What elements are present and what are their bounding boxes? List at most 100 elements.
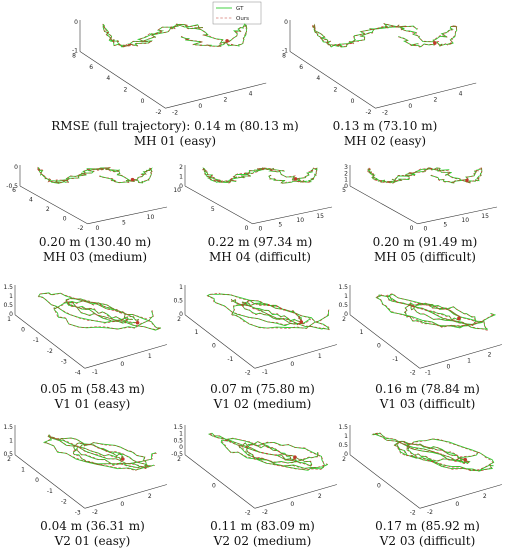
y-tick-label: -1: [47, 488, 53, 495]
panel-caption-metric: 0.22 m (97.34 m): [208, 235, 313, 249]
x-axis: [375, 82, 477, 109]
y-tick-label: 0: [63, 215, 67, 222]
x-tick-label: 0: [198, 103, 202, 110]
y-tick-label: 5: [211, 206, 215, 213]
z-tick-label: 0: [284, 19, 288, 26]
ours-trajectory: [102, 23, 247, 48]
z-tick-label: 1.5: [3, 424, 13, 431]
gt-trajectory: [102, 23, 248, 48]
x-axis: [254, 344, 337, 369]
y-tick-label: 0: [212, 483, 216, 490]
z-tick-label: 0: [344, 183, 348, 190]
ours-trajectory: [312, 22, 458, 48]
x-tick-label: -2: [92, 509, 98, 516]
x-tick-label: 2: [318, 493, 322, 500]
end-marker: [130, 177, 135, 182]
x-tick-label: 10: [296, 217, 304, 224]
x-tick-label: 2: [148, 493, 152, 500]
y-axis: [349, 185, 418, 225]
z-tick-label: 1.5: [338, 424, 348, 431]
y-tick-label: -2: [410, 369, 416, 376]
x-tick-label: 1: [318, 353, 322, 360]
panel-caption-sequence: V2 03 (difficult): [379, 534, 476, 548]
z-tick-label: 1: [179, 284, 183, 291]
legend-box: [212, 1, 262, 25]
z-tick-label: 2: [179, 164, 183, 171]
x-tick-label: 0: [96, 225, 100, 232]
y-axis: [79, 51, 166, 109]
panel-caption-sequence: MH 05 (difficult): [374, 250, 476, 264]
y-axis: [19, 185, 88, 225]
y-tick-label: 2: [123, 87, 127, 94]
z-tick-label: 0: [179, 311, 183, 318]
end-marker: [293, 177, 298, 181]
x-axis: [254, 484, 337, 509]
x-tick-label: -1: [262, 369, 268, 376]
z-tick-label: 0: [179, 444, 183, 451]
end-marker: [463, 457, 468, 462]
y-tick-label: 8: [72, 53, 76, 60]
y-tick-label: 6: [89, 64, 93, 71]
x-axis: [252, 206, 333, 225]
y-tick-label: 2: [333, 87, 337, 94]
z-tick-label: 0.5: [3, 302, 13, 309]
x-tick-label: 1: [467, 358, 471, 365]
ours-trajectory: [38, 293, 161, 330]
gt-trajectory: [37, 167, 153, 184]
x-tick-label: 0: [259, 226, 263, 233]
y-axis: [14, 454, 85, 509]
y-tick-label: -2: [366, 109, 372, 116]
y-tick-label: 0: [212, 343, 216, 350]
y-tick-label: -2: [410, 509, 416, 516]
x-tick-label: 0: [424, 226, 428, 233]
panel-caption-metric: 0.16 m (78.84 m): [375, 382, 480, 396]
x-tick-label: 0: [120, 501, 124, 508]
y-tick-label: -2: [156, 109, 162, 116]
z-tick-label: 1: [179, 173, 183, 180]
gt-trajectory: [367, 167, 483, 184]
end-marker: [299, 320, 304, 324]
z-tick-label: 2: [344, 170, 348, 177]
x-tick-label: 15: [316, 213, 324, 220]
x-tick-label: -2: [172, 109, 178, 116]
x-tick-label: 2: [223, 97, 227, 104]
x-tick-label: 2: [483, 493, 487, 500]
y-tick-label: 4: [29, 196, 33, 203]
x-tick-label: 5: [443, 221, 447, 228]
ours-trajectory: [202, 167, 318, 185]
end-marker: [225, 39, 229, 43]
y-tick-label: 0: [377, 343, 381, 350]
gt-trajectory: [206, 293, 330, 331]
y-tick-label: 2: [342, 316, 346, 323]
x-tick-label: 1: [148, 353, 152, 360]
x-tick-label: 0: [290, 501, 294, 508]
y-tick-label: 2: [177, 316, 181, 323]
x-tick-label: -2: [382, 109, 388, 116]
z-tick-label: 0.5: [3, 451, 13, 458]
y-tick-label: 0: [35, 477, 39, 484]
x-tick-label: 0: [447, 364, 451, 371]
z-tick-label: 1: [344, 177, 348, 184]
panel-caption-sequence: V2 02 (medium): [213, 534, 312, 548]
z-tick-label: 1: [344, 293, 348, 300]
y-axis: [349, 314, 420, 369]
legend: GT Ours: [212, 1, 262, 25]
y-tick-label: 1: [360, 329, 364, 336]
y-axis: [14, 314, 85, 369]
legend-gt-label: GT: [236, 6, 244, 12]
x-tick-label: 5: [278, 221, 282, 228]
y-tick-label: 0: [245, 225, 249, 232]
panel-caption-sequence: V1 02 (medium): [213, 397, 312, 411]
y-tick-label: -4: [75, 369, 81, 376]
panel-caption-metric: 0.11 m (83.09 m): [210, 519, 315, 533]
end-marker: [465, 178, 469, 183]
y-tick-label: 1: [7, 316, 11, 323]
end-marker: [121, 457, 125, 461]
end-marker: [433, 41, 437, 45]
y-tick-label: -2: [47, 348, 53, 355]
